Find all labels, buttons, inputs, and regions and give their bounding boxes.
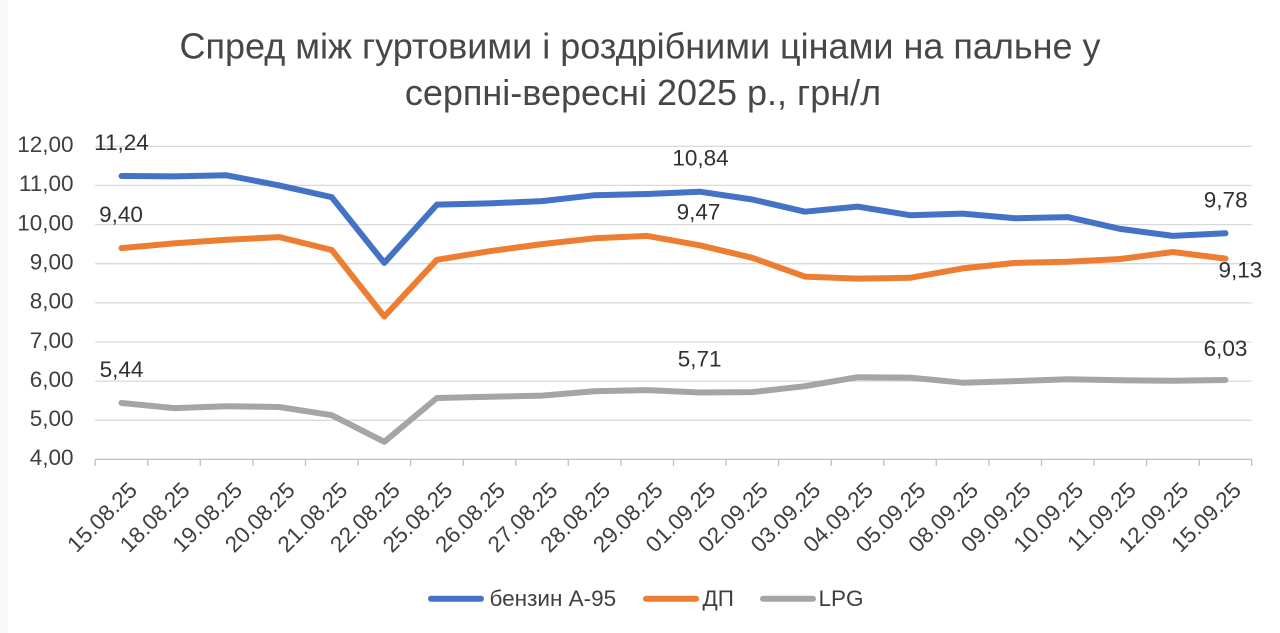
- svg-text:11,24: 11,24: [94, 130, 149, 155]
- svg-text:5,00: 5,00: [30, 406, 74, 431]
- svg-text:9,13: 9,13: [1219, 257, 1263, 282]
- svg-text:6,00: 6,00: [30, 367, 74, 392]
- svg-text:9,47: 9,47: [677, 199, 721, 224]
- svg-text:10,00: 10,00: [17, 210, 73, 235]
- svg-text:5,44: 5,44: [100, 357, 144, 382]
- svg-text:серпні-вересні 2025 р., грн/л: серпні-вересні 2025 р., грн/л: [405, 72, 881, 113]
- svg-text:8,00: 8,00: [30, 289, 74, 314]
- svg-text:5,71: 5,71: [678, 347, 722, 372]
- svg-text:ДП: ДП: [703, 586, 734, 611]
- svg-text:9,78: 9,78: [1204, 188, 1248, 213]
- svg-text:6,03: 6,03: [1204, 336, 1248, 361]
- svg-text:7,00: 7,00: [30, 328, 74, 353]
- svg-text:12,00: 12,00: [17, 132, 73, 157]
- svg-text:Спред між гуртовими і роздрібн: Спред між гуртовими і роздрібними цінами…: [179, 26, 1100, 67]
- svg-text:9,40: 9,40: [99, 202, 143, 227]
- svg-text:LPG: LPG: [819, 586, 864, 611]
- svg-text:11,00: 11,00: [19, 171, 74, 196]
- svg-text:9,00: 9,00: [30, 250, 74, 275]
- svg-text:4,00: 4,00: [30, 445, 74, 470]
- svg-text:бензин А-95: бензин А-95: [490, 586, 617, 611]
- svg-text:10,84: 10,84: [672, 146, 728, 171]
